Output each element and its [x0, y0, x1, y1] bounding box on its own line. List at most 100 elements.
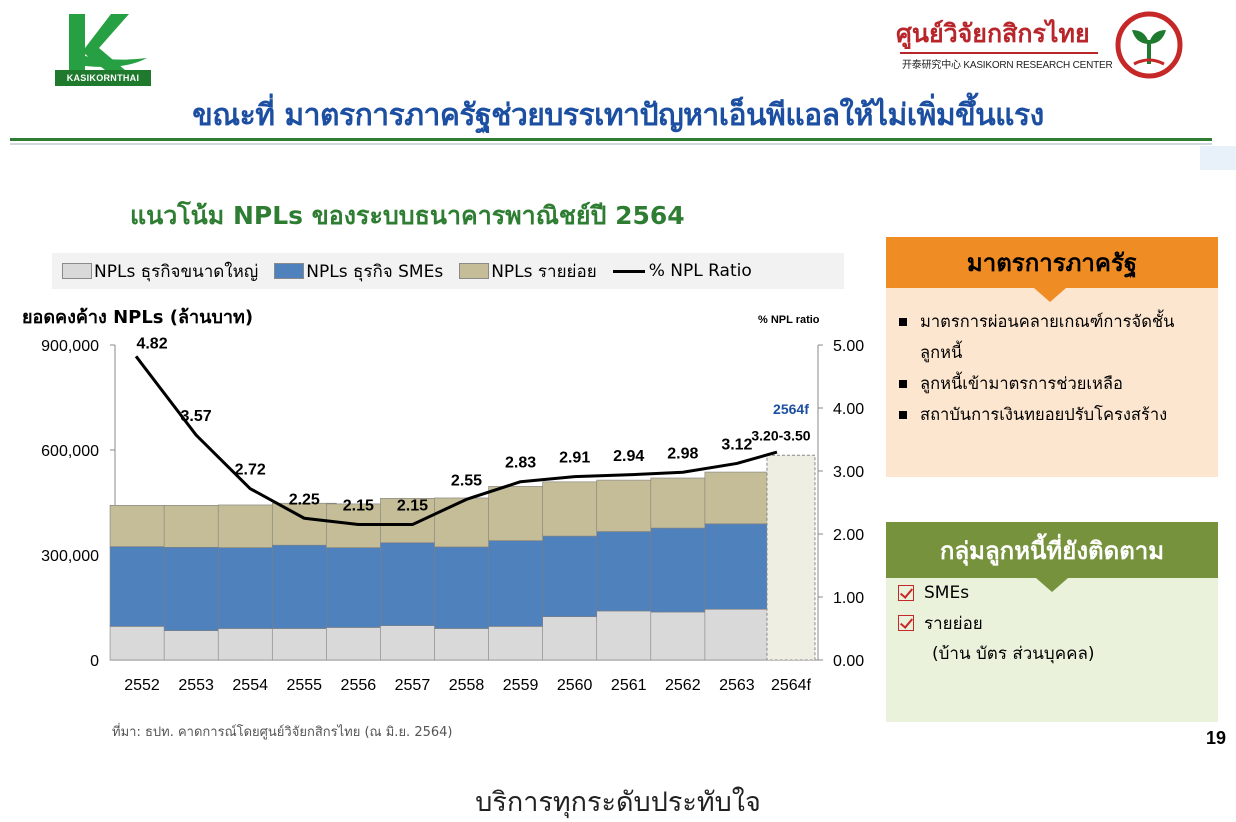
bar-segment-smes [542, 535, 607, 617]
y-axis-right-tick-label: 1.00 [833, 590, 864, 607]
watch-item-label: SMEs [924, 583, 970, 603]
bar-segment-smes [596, 531, 662, 612]
source-note: ที่มา: ธปท. คาดการณ์โดยศูนย์วิจัยกสิกรไท… [112, 725, 453, 740]
bar-segment-large-business [704, 608, 770, 661]
bar-forecast [766, 454, 816, 661]
measure-item: ลูกหนี้เข้ามาตรการช่วยเหลือ [896, 368, 1208, 399]
legend-line-npl-ratio [612, 269, 645, 273]
npl-ratio-data-label: 2.91 [559, 450, 590, 467]
measure-item: สถาบันการเงินทยอยปรับโครงสร้าง [896, 399, 1208, 430]
x-axis-tick-label: 2558 [449, 677, 485, 694]
bar-segment-smes [488, 540, 553, 627]
bar-segment-large-business [217, 628, 283, 661]
page-number: 19 [1206, 728, 1227, 748]
npl-ratio-data-label: 2.15 [343, 498, 374, 515]
bar-segment-retail [163, 505, 229, 548]
bar-segment-smes [380, 542, 445, 626]
x-axis-tick-label: 2560 [557, 677, 593, 694]
y-axis-right-tick-label: 2.00 [833, 527, 864, 544]
bar-segment-large-business [271, 628, 337, 661]
bar-segment-smes [650, 527, 716, 613]
legend-label-npl-ratio: % NPL Ratio [648, 261, 752, 281]
npl-ratio-data-label: 2.25 [289, 491, 320, 508]
legend-swatch-retail [459, 263, 490, 279]
npl-ratio-data-label: 2.94 [613, 448, 644, 465]
y-axis-left-tick-label: 300,000 [41, 548, 99, 565]
bar-segment-retail [704, 471, 770, 525]
kasikorn-emblem-icon [1115, 11, 1183, 79]
y-axis-left-tick-label: 0 [90, 653, 99, 670]
chart-legend: NPLs ธุรกิจขนาดใหญ่ NPLs ธุรกิจ SMEs NPL… [52, 253, 844, 289]
forecast-range-label: 3.20-3.50 [751, 427, 810, 443]
y-axis-right-title: % NPL ratio [758, 314, 820, 326]
bar-segment-smes [271, 544, 337, 629]
y-axis-left-title: ยอดคงค้าง NPLs (ล้านบาท) [22, 307, 254, 328]
x-axis-tick-label: 2556 [341, 677, 377, 694]
page-title: ขณะที่ มาตรการภาครัฐช่วยบรรเทาปัญหาเอ็นพ… [192, 98, 1044, 133]
npl-ratio-data-label: 2.98 [667, 445, 698, 462]
title-divider-shadow [10, 143, 1212, 145]
bar-segment-retail [488, 486, 553, 541]
bar-segment-large-business [434, 628, 499, 661]
x-axis-tick-label: 2563 [719, 677, 755, 694]
measure-item-text-cont: ลูกหนี้ [920, 343, 963, 362]
watch-debtors-title: กลุ่มลูกหนี้ที่ยังติดตาม [886, 522, 1218, 592]
npl-ratio-data-label: 4.82 [136, 335, 167, 352]
bar-segment-retail [380, 498, 445, 544]
watch-item: SMEs [886, 578, 1218, 608]
y-axis-left-tick-label: 600,000 [41, 443, 99, 460]
bar-segment-retail [217, 504, 283, 548]
measure-item: มาตรการผ่อนคลายเกณฑ์การจัดชั้น ลูกหนี้ [896, 306, 1208, 368]
y-axis-right-tick-label: 3.00 [833, 464, 864, 481]
watch-item: รายย่อย [886, 608, 1218, 638]
npl-ratio-data-label: 2.72 [235, 462, 266, 479]
bar-segment-retail [271, 502, 337, 546]
bar-segment-large-business [596, 610, 662, 661]
watch-item-label: รายย่อย [924, 613, 983, 634]
bar-segment-smes [434, 546, 499, 629]
npl-chart: 0 300,000 600,000 900,000 0.00 1.00 2.00 3.00 4.… [41, 335, 864, 694]
x-axis-tick-label: 2555 [286, 677, 322, 694]
checkbox-checked-icon [898, 585, 914, 601]
legend-swatch-smes [274, 263, 305, 279]
government-measures-title: มาตรการภาครัฐ [886, 237, 1218, 302]
kasikornthai-logo-text: KASIKORNTHAI [55, 70, 151, 86]
research-center-name: ศูนย์วิจัยกสิกรไทย [896, 19, 1090, 48]
npl-ratio-data-label: 3.12 [721, 436, 752, 453]
kasikornthai-logo [69, 14, 147, 70]
x-axis-tick-label: 2552 [124, 677, 160, 694]
footer-slogan: บริการทุกระดับประทับใจ [475, 787, 761, 818]
x-axis-tick-label: 2553 [178, 677, 214, 694]
watch-debtors-panel: กลุ่มลูกหนี้ที่ยังติดตาม SMEs รายย่อย (บ… [886, 522, 1218, 722]
bar-segment-retail [542, 481, 607, 537]
watch-item-note: (บ้าน บัตร ส่วนบุคคล) [932, 644, 1095, 664]
x-axis-tick-label: 2564f [771, 677, 812, 694]
y-axis-right-tick-label: 5.00 [833, 338, 864, 355]
bar-segment-retail [596, 479, 662, 532]
npl-ratio-line [134, 355, 778, 527]
forecast-year-label: 2564f [773, 401, 809, 417]
legend-item-large-business: NPLs ธุรกิจขนาดใหญ่ [62, 258, 258, 285]
x-axis-tick-label: 2559 [503, 677, 539, 694]
legend-item-retail: NPLs รายย่อย [459, 258, 597, 285]
x-axis-tick-label: 2562 [665, 677, 701, 694]
bar-segment-retail [434, 497, 499, 548]
y-axis-left-tick-label: 900,000 [41, 338, 99, 355]
y-axis-right-tick-label: 0.00 [833, 653, 864, 670]
bar-segment-retail [650, 477, 716, 529]
legend-label-smes: NPLs ธุรกิจ SMEs [306, 261, 444, 282]
title-divider [10, 138, 1212, 141]
bar-segment-large-business [380, 625, 445, 661]
bar-segment-large-business [488, 626, 553, 661]
bar-segment-large-business [650, 611, 716, 661]
npl-ratio-data-label: 2.55 [451, 472, 482, 489]
npl-ratio-data-label: 2.83 [505, 455, 536, 472]
measure-item-text: มาตรการผ่อนคลายเกณฑ์การจัดชั้น [920, 312, 1175, 331]
legend-item-npl-ratio: % NPL Ratio [612, 261, 752, 281]
bar-segment-smes [704, 523, 770, 610]
npl-ratio-data-label: 2.15 [397, 498, 428, 515]
legend-label-large-business: NPLs ธุรกิจขนาดใหญ่ [94, 261, 259, 282]
legend-swatch-large-business [62, 263, 92, 279]
government-measures-list: มาตรการผ่อนคลายเกณฑ์การจัดชั้น ลูกหนี้ ล… [886, 288, 1218, 430]
measure-item-text: ลูกหนี้เข้ามาตรการช่วยเหลือ [920, 374, 1123, 393]
